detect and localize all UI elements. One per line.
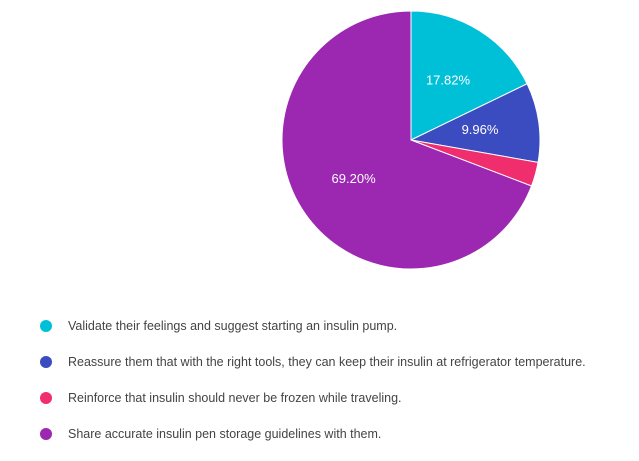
pie-slice-label: 69.20% <box>332 171 377 186</box>
legend-marker <box>40 392 52 404</box>
pie-slice[interactable] <box>281 10 533 270</box>
legend-label: Reinforce that insulin should never be f… <box>68 391 402 405</box>
pie-slice-labels: 17.82% 9.96% 69.20% <box>332 72 499 186</box>
pie-slice[interactable] <box>409 83 541 163</box>
legend: Validate their feelings and suggest star… <box>40 317 586 461</box>
legend-marker <box>40 356 52 368</box>
legend-item[interactable]: Reassure them that with the right tools,… <box>40 353 586 389</box>
legend-item[interactable]: Validate their feelings and suggest star… <box>40 317 586 353</box>
legend-label: Reassure them that with the right tools,… <box>68 355 586 369</box>
legend-marker <box>40 428 52 440</box>
legend-label: Share accurate insulin pen storage guide… <box>68 427 382 441</box>
legend-marker <box>40 320 52 332</box>
pie-slices <box>281 10 541 270</box>
legend-label: Validate their feelings and suggest star… <box>68 319 398 333</box>
pie-slice-label: 17.82% <box>426 72 471 87</box>
pie-chart: 17.82% 9.96% 69.20% <box>281 10 541 270</box>
pie-slice-label: 9.96% <box>462 122 499 137</box>
legend-item[interactable]: Reinforce that insulin should never be f… <box>40 389 586 425</box>
pie-slice[interactable] <box>410 10 528 141</box>
legend-item[interactable]: Share accurate insulin pen storage guide… <box>40 425 586 461</box>
